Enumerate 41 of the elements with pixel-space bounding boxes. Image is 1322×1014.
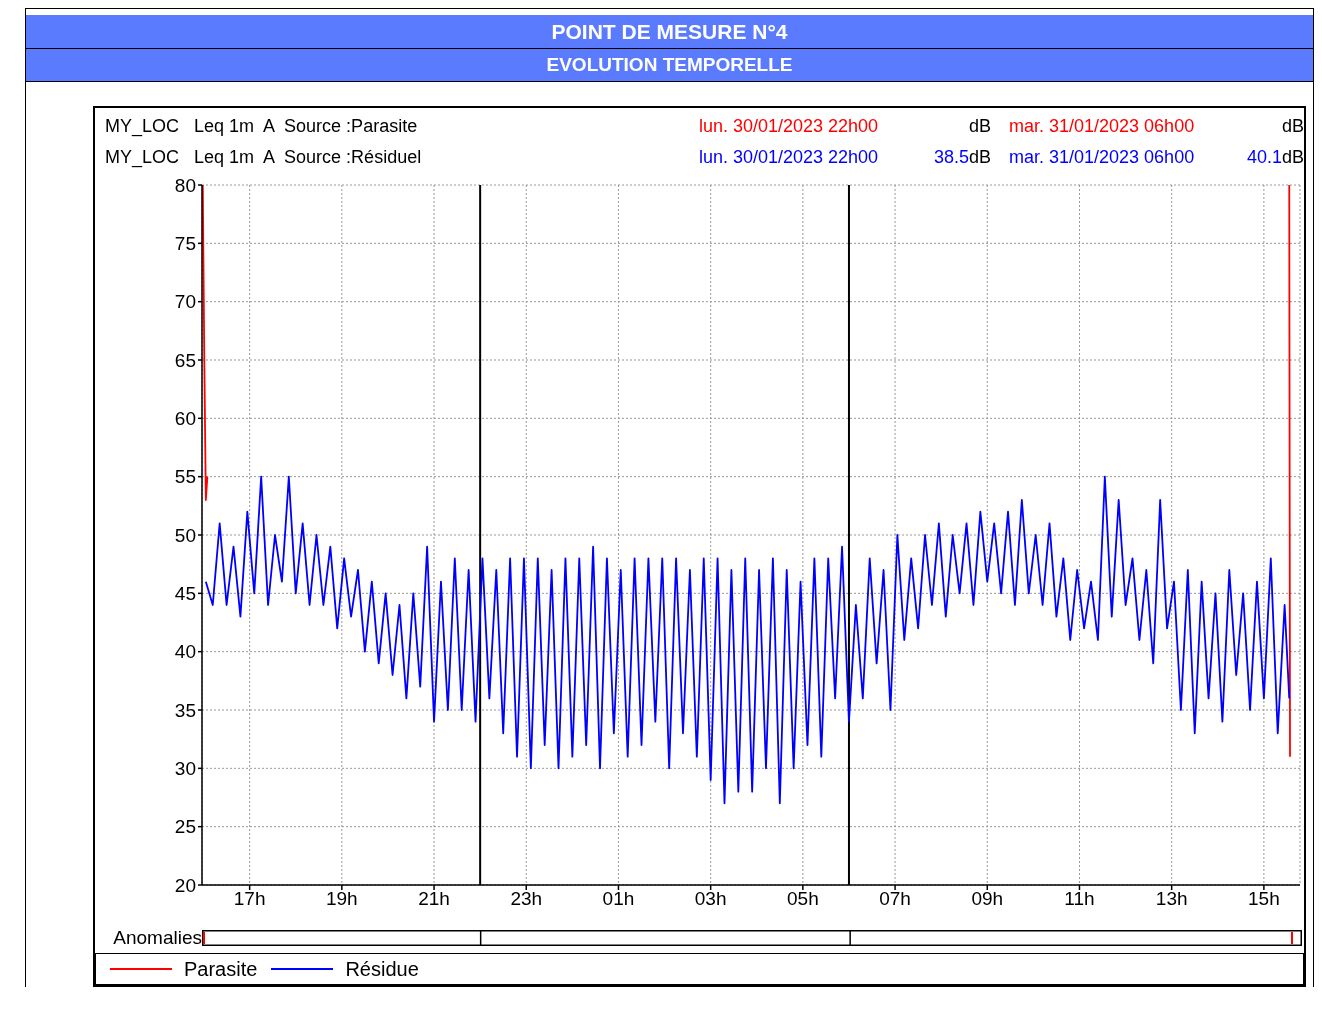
- x-tick-label: 01h: [602, 888, 635, 910]
- y-tick-label: 45: [174, 583, 196, 605]
- chart-title: POINT DE MESURE N°4: [26, 15, 1313, 49]
- y-tick-label: 80: [174, 174, 196, 196]
- x-tick-label: 03h: [694, 888, 727, 910]
- text: lun. 30/01/2023 22h00: [698, 116, 880, 137]
- text: lun. 30/01/2023 22h00: [698, 147, 880, 168]
- text: MY_LOC Leq 1m A Source :Résiduel: [104, 147, 423, 168]
- y-tick-label: 20: [174, 874, 196, 896]
- x-tick-label: 15h: [1248, 888, 1280, 910]
- y-tick-label: 40: [174, 641, 196, 663]
- y-tick-label: 30: [174, 758, 196, 780]
- text: dB: [1281, 116, 1304, 136]
- x-tick-label: 11h: [1064, 888, 1095, 910]
- text: Anomalies: [112, 927, 202, 949]
- line-series: [204, 475, 1291, 805]
- x-tick-label: 07h: [879, 888, 911, 910]
- y-tick-label: 50: [174, 524, 196, 546]
- text: mar. 31/01/2023 06h00: [1008, 116, 1196, 137]
- text: 38.5dB: [932, 147, 991, 168]
- text: MY_LOC Leq 1m A Source :Parasite: [104, 116, 419, 137]
- chart-subtitle: EVOLUTION TEMPORELLE: [26, 49, 1313, 82]
- y-tick-label: 60: [174, 408, 196, 430]
- y-tick-label: 65: [174, 349, 196, 371]
- y-tick-label: 75: [174, 233, 196, 255]
- y-tick-label: 35: [174, 699, 196, 721]
- text: 40.1dB: [1245, 147, 1304, 168]
- x-tick-label: 23h: [510, 888, 543, 910]
- legend-label: Parasite: [184, 957, 258, 981]
- x-tick-label: 05h: [787, 888, 819, 910]
- text: mar. 31/01/2023 06h00: [1008, 147, 1196, 168]
- x-tick-label: 09h: [971, 888, 1004, 910]
- y-tick-label: 55: [174, 466, 196, 488]
- y-tick-label: 70: [174, 291, 196, 313]
- x-tick-label: 21h: [418, 888, 450, 910]
- x-tick-label: 17h: [233, 888, 266, 910]
- x-tick-label: 13h: [1155, 888, 1188, 910]
- y-tick-label: 25: [174, 816, 196, 838]
- text: dB: [968, 116, 991, 136]
- legend-label: Résidue: [345, 957, 419, 981]
- x-tick-label: 19h: [325, 888, 358, 910]
